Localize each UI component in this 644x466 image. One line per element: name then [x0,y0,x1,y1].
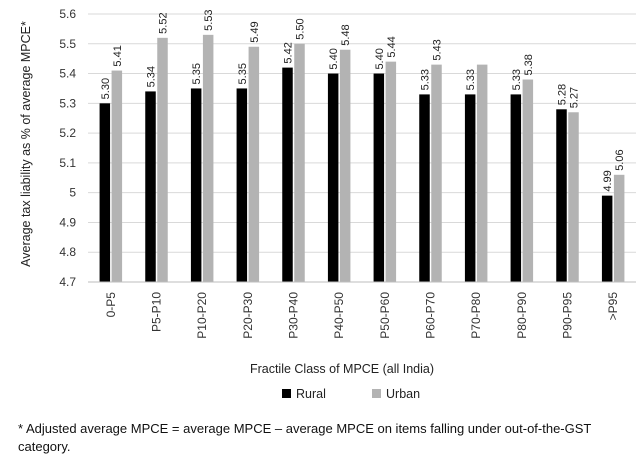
data-label-urban: 5.27 [569,87,581,108]
bar-rural [282,67,293,282]
bar-urban [431,64,442,282]
bar-urban [522,79,534,282]
x-tick-label: P50-P60 [378,292,392,339]
x-axis-ticks: 0-P5 P5-P10 P10-P20 P20-P30 P30-P40 P40-P50 P5… [104,292,620,339]
x-tick-label: P10-P20 [195,292,209,339]
data-label-rural: 5.34 [146,66,158,87]
y-tick-label: 5 [69,186,76,200]
bar-urban [111,70,123,282]
x-tick-label: P30-P40 [287,292,301,339]
x-tick-label: P80-P90 [515,292,529,339]
y-tick-label: 5.6 [59,7,76,21]
footnote: * Adjusted average MPCE = average MPCE –… [18,421,592,454]
legend-label-urban: Urban [386,387,420,401]
bar-urban [339,49,351,282]
bar-chart: 5.305.415.345.525.355.535.355.495.425.50… [19,7,636,401]
y-axis-ticks: 4.7 4.8 4.9 5 5.1 5.2 5.3 5.4 5.5 5.6 [59,7,76,289]
data-label-urban: 5.52 [158,12,170,33]
bar-urban [294,43,305,283]
data-label-rural: 5.40 [328,48,340,69]
legend: Rural Urban [282,387,420,401]
legend-label-rural: Rural [296,387,326,401]
bar-rural [510,94,522,283]
data-labels: 5.305.41 5.34 5.52 5.35 5.53 5.35 5.49 5.425.50… [100,9,626,191]
bar-rural [419,94,430,283]
data-label-rural: 5.40 [374,48,386,69]
y-axis-title: Average tax liability as % of average MP… [19,21,33,267]
x-tick-label: P70-P80 [469,292,483,339]
bar-rural [99,103,111,282]
bar-rural [601,195,613,282]
y-tick-label: 5.4 [59,67,76,81]
y-tick-label: 5.2 [59,126,76,140]
data-label-urban: 5.41 [112,45,124,66]
bar-urban [248,46,260,282]
bar-rural [327,73,339,282]
bar-rural [190,88,202,282]
bar-rural [236,88,248,282]
y-tick-label: 5.5 [59,37,76,51]
bar-urban [202,34,214,282]
data-label-rural: 5.42 [283,42,295,63]
legend-swatch-rural [282,389,291,398]
data-label-urban: 5.53 [203,9,215,30]
y-tick-label: 4.7 [59,275,76,289]
bar-urban [157,37,168,283]
y-tick-label: 4.9 [59,215,76,229]
data-label-rural: 5.33 [511,69,523,90]
x-tick-label: P20-P30 [241,292,255,339]
x-tick-label: P90-P95 [561,292,575,339]
data-label-rural: 5.35 [237,63,249,84]
data-label-urban: 5.44 [386,36,398,57]
data-label-urban: 5.06 [614,149,626,170]
bar-rural [556,109,567,283]
data-label-urban: 5.49 [249,21,261,42]
bar-rural [145,91,156,282]
bar-urban [568,112,579,283]
data-label-rural: 5.28 [557,84,569,105]
y-tick-label: 5.3 [59,96,76,110]
data-label-urban: 5.48 [340,24,352,45]
bars [99,34,625,283]
data-label-rural: 4.99 [602,170,614,191]
data-label-urban: 5.38 [523,54,535,75]
x-tick-label: 0-P5 [104,292,118,318]
x-tick-label: P40-P50 [332,292,346,339]
x-tick-label: P60-P70 [424,292,438,339]
x-axis-title: Fractile Class of MPCE (all India) [250,362,434,376]
bar-urban [613,174,625,282]
y-tick-label: 5.1 [59,156,76,170]
bar-rural [373,73,385,282]
data-label-rural: 5.30 [100,78,112,99]
data-label-rural: 5.33 [465,69,477,90]
y-tick-label: 4.8 [59,245,76,259]
bar-urban [385,61,397,283]
data-label-urban: 5.50 [295,18,307,39]
data-label-rural: 5.33 [420,69,432,90]
data-label-rural: 5.35 [191,63,203,84]
gridlines [88,13,636,253]
bar-urban [476,64,488,282]
x-tick-label: >P95 [606,292,620,321]
data-label-urban: 5.43 [432,39,444,60]
legend-swatch-urban [372,389,381,398]
bar-rural [464,94,476,283]
x-tick-label: P5-P10 [150,292,164,332]
